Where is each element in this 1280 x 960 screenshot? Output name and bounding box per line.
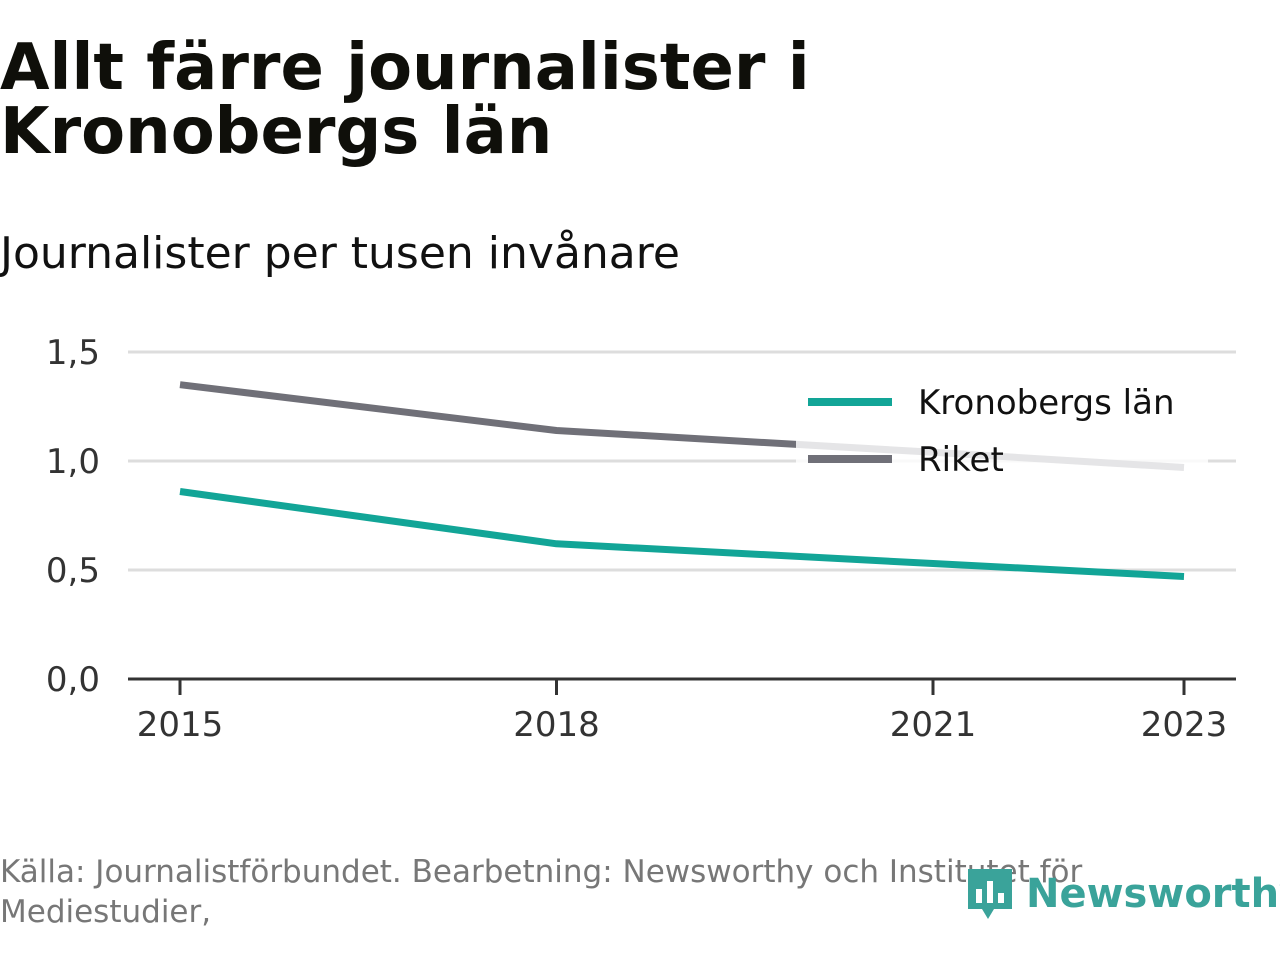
- brand-name: Newsworthy: [1026, 871, 1280, 917]
- bar-chart-icon: [968, 869, 1012, 919]
- y-tick-label: 0,5: [46, 551, 100, 591]
- chart-subtitle: Journalister per tusen invånare: [0, 228, 680, 279]
- series-line-0: [179, 488, 1185, 580]
- legend-label: Kronobergs län: [918, 383, 1175, 423]
- brand-logo: Newsworthy: [964, 862, 1280, 926]
- x-tick-label: 2018: [513, 705, 600, 745]
- chart-title: Allt färre journalister i Kronobergs län: [0, 31, 810, 169]
- axis-layer: 1,5 1,0 0,5 0,0 2015 2018 2021 2023: [46, 333, 1236, 745]
- y-tick-label: 1,0: [46, 442, 100, 482]
- y-tick-label: 0,0: [46, 660, 100, 700]
- source-note: Källa: Journalistförbundet. Bearbetning:…: [0, 854, 1083, 930]
- legend: Kronobergs län Riket: [796, 372, 1208, 488]
- x-tick-label: 2015: [137, 705, 224, 745]
- legend-background: [796, 372, 1208, 488]
- x-tick-label: 2023: [1141, 705, 1228, 745]
- y-tick-label: 1,5: [46, 333, 100, 373]
- x-tick-label: 2021: [890, 705, 977, 745]
- line-chart: 1,5 1,0 0,5 0,0 2015 2018 2021 2023 Kronobergs …: [46, 333, 1236, 745]
- legend-label: Riket: [918, 440, 1004, 480]
